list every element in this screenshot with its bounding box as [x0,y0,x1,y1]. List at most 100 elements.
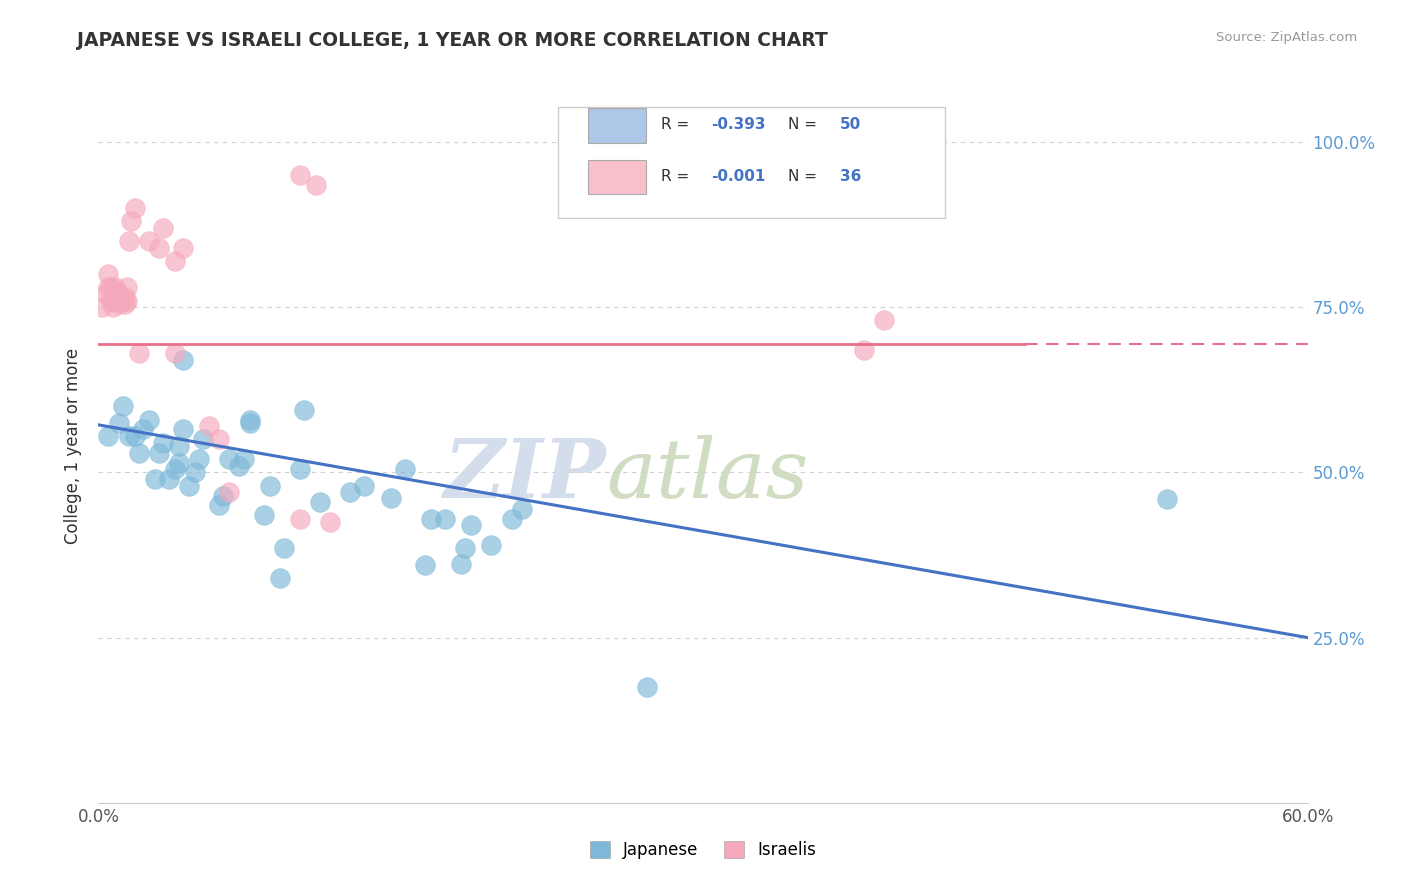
Text: N =: N = [787,169,817,184]
Point [103,280,125,294]
Point [636,680,658,694]
Text: 36: 36 [839,169,860,184]
Point [111,400,134,414]
Point [288,462,311,476]
Point [853,343,876,358]
Point [172,353,194,368]
Point [339,485,361,500]
Point [124,429,146,443]
Point [115,293,138,308]
Text: -0.393: -0.393 [711,118,766,132]
Point [319,515,342,529]
Point [124,201,146,215]
Point [273,541,295,556]
Point [172,241,194,255]
Point [184,466,207,480]
Point [394,462,416,476]
Point [100,293,122,308]
Text: Source: ZipAtlas.com: Source: ZipAtlas.com [1216,31,1357,45]
Point [97,267,120,281]
Point [163,346,186,360]
Point [114,290,136,304]
Point [232,452,254,467]
Point [148,445,170,459]
Point [193,433,215,447]
Point [114,297,136,311]
Point [228,458,250,473]
Point [353,478,375,492]
Point [179,478,201,492]
Point [501,511,523,525]
Point [218,452,240,467]
Point [97,280,120,294]
Point [1156,491,1178,506]
Point [460,518,482,533]
Point [107,293,129,308]
Text: JAPANESE VS ISRAELI COLLEGE, 1 YEAR OR MORE CORRELATION CHART: JAPANESE VS ISRAELI COLLEGE, 1 YEAR OR M… [77,31,828,50]
Point [198,419,221,434]
Point [97,429,120,443]
Point [305,178,328,192]
Text: 50: 50 [839,118,860,132]
Point [96,287,118,301]
Legend: Japanese, Israelis: Japanese, Israelis [583,834,823,866]
Point [450,557,472,571]
Point [115,280,138,294]
Point [152,435,174,450]
Text: R =: R = [661,169,693,184]
Point [152,221,174,235]
Text: R =: R = [661,118,693,132]
Point [120,214,142,228]
Point [510,501,533,516]
Point [259,478,281,492]
Point [132,422,155,436]
Point [118,429,141,443]
Point [107,297,129,311]
Point [163,254,186,268]
Point [434,511,457,525]
Text: -0.001: -0.001 [711,169,766,184]
Point [188,452,211,467]
Point [167,456,190,470]
Point [292,402,315,417]
Point [91,300,114,314]
Point [380,491,402,505]
Point [454,541,477,556]
Point [208,433,231,447]
Point [239,412,262,426]
Point [163,462,186,476]
Point [157,472,180,486]
Point [138,234,160,248]
Point [239,416,262,430]
Point [309,495,332,509]
Point [101,300,124,314]
FancyBboxPatch shape [588,160,647,194]
Point [873,313,896,327]
Point [269,571,291,585]
Point [107,416,129,430]
Text: N =: N = [787,118,817,132]
Point [101,293,124,308]
Point [481,538,503,552]
Point [107,287,129,301]
Point [172,422,194,436]
FancyBboxPatch shape [588,109,647,143]
Point [218,485,240,500]
Point [118,234,141,248]
Point [148,241,170,255]
Point [420,511,443,525]
Point [128,445,150,459]
Point [100,280,122,294]
Text: ZIP: ZIP [444,434,606,515]
Point [288,511,311,525]
Y-axis label: College, 1 year or more: College, 1 year or more [65,348,83,544]
Point [208,499,231,513]
Point [253,508,276,523]
Point [212,489,235,503]
Point [413,558,436,572]
Point [288,168,311,182]
Point [111,293,134,308]
FancyBboxPatch shape [558,107,945,218]
Point [128,346,150,360]
Point [143,472,166,486]
